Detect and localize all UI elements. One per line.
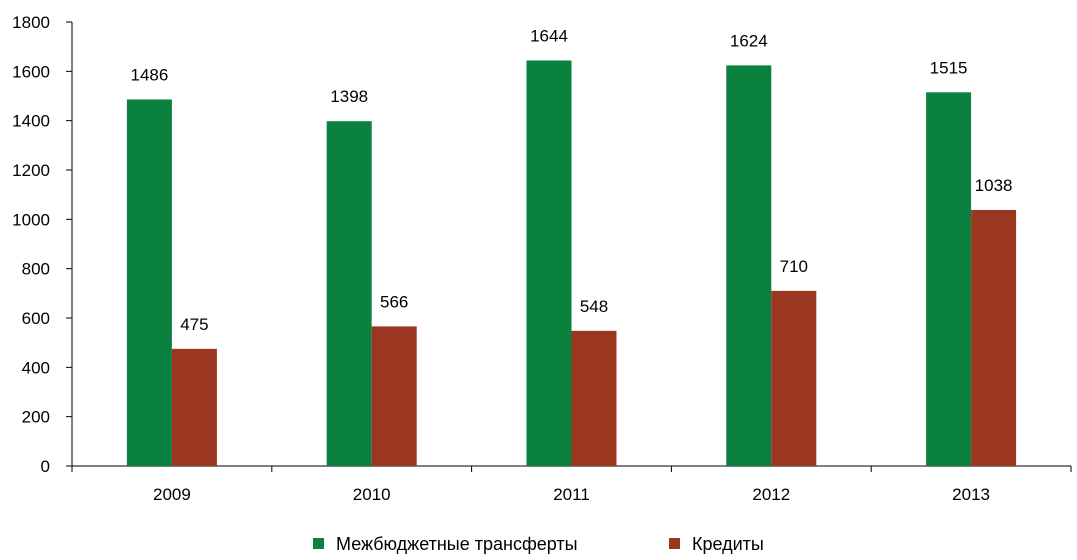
- y-tick-label: 1600: [12, 62, 50, 81]
- bar: [926, 92, 972, 467]
- x-tick-label: 2012: [752, 485, 790, 504]
- y-tick-label: 400: [22, 358, 50, 377]
- x-tick-label: 2010: [353, 485, 391, 504]
- data-label: 548: [580, 297, 608, 316]
- x-axis: 2009 2010 2011 2012 2013: [71, 465, 1072, 504]
- bar: [771, 290, 817, 466]
- legend-label: Межбюджетные трансферты: [336, 534, 578, 554]
- bar: [971, 209, 1017, 466]
- legend-swatch: [669, 538, 680, 549]
- bar: [371, 326, 417, 466]
- legend: Межбюджетные трансферты Кредиты: [313, 534, 764, 554]
- y-tick-label: 1400: [12, 112, 50, 131]
- bar: [571, 330, 617, 466]
- y-tick-label: 1000: [12, 210, 50, 229]
- data-label: 475: [180, 315, 208, 334]
- y-tick-label: 600: [22, 309, 50, 328]
- x-tick-label: 2009: [153, 485, 191, 504]
- x-tick-label: 2011: [553, 485, 590, 504]
- bar: [726, 65, 772, 466]
- data-labels: 1486 475 1398 566 1644 548 1624 710 1515 1038: [130, 26, 1012, 333]
- y-tick-label: 0: [41, 457, 50, 476]
- legend-swatch: [313, 538, 324, 549]
- data-label: 1486: [130, 65, 168, 84]
- bar: [126, 99, 172, 466]
- data-label: 1644: [530, 26, 568, 45]
- bar: [171, 348, 217, 466]
- data-label: 1038: [975, 176, 1013, 195]
- data-label: 1398: [330, 87, 368, 106]
- y-tick-label: 200: [22, 408, 50, 427]
- bar: [526, 60, 572, 466]
- bars: [126, 60, 1017, 467]
- data-label: 1515: [930, 58, 968, 77]
- x-tick-label: 2013: [952, 485, 990, 504]
- y-tick-label: 1800: [12, 13, 50, 32]
- data-label: 566: [380, 292, 408, 311]
- data-label: 710: [780, 257, 808, 276]
- y-tick-label: 1200: [12, 161, 50, 180]
- y-axis: 0 200 400 600 800 1000 1200 1400 1600 1800: [12, 13, 73, 476]
- legend-label: Кредиты: [692, 534, 764, 554]
- bar: [326, 121, 372, 466]
- data-label: 1624: [730, 31, 768, 50]
- y-tick-label: 800: [22, 260, 50, 279]
